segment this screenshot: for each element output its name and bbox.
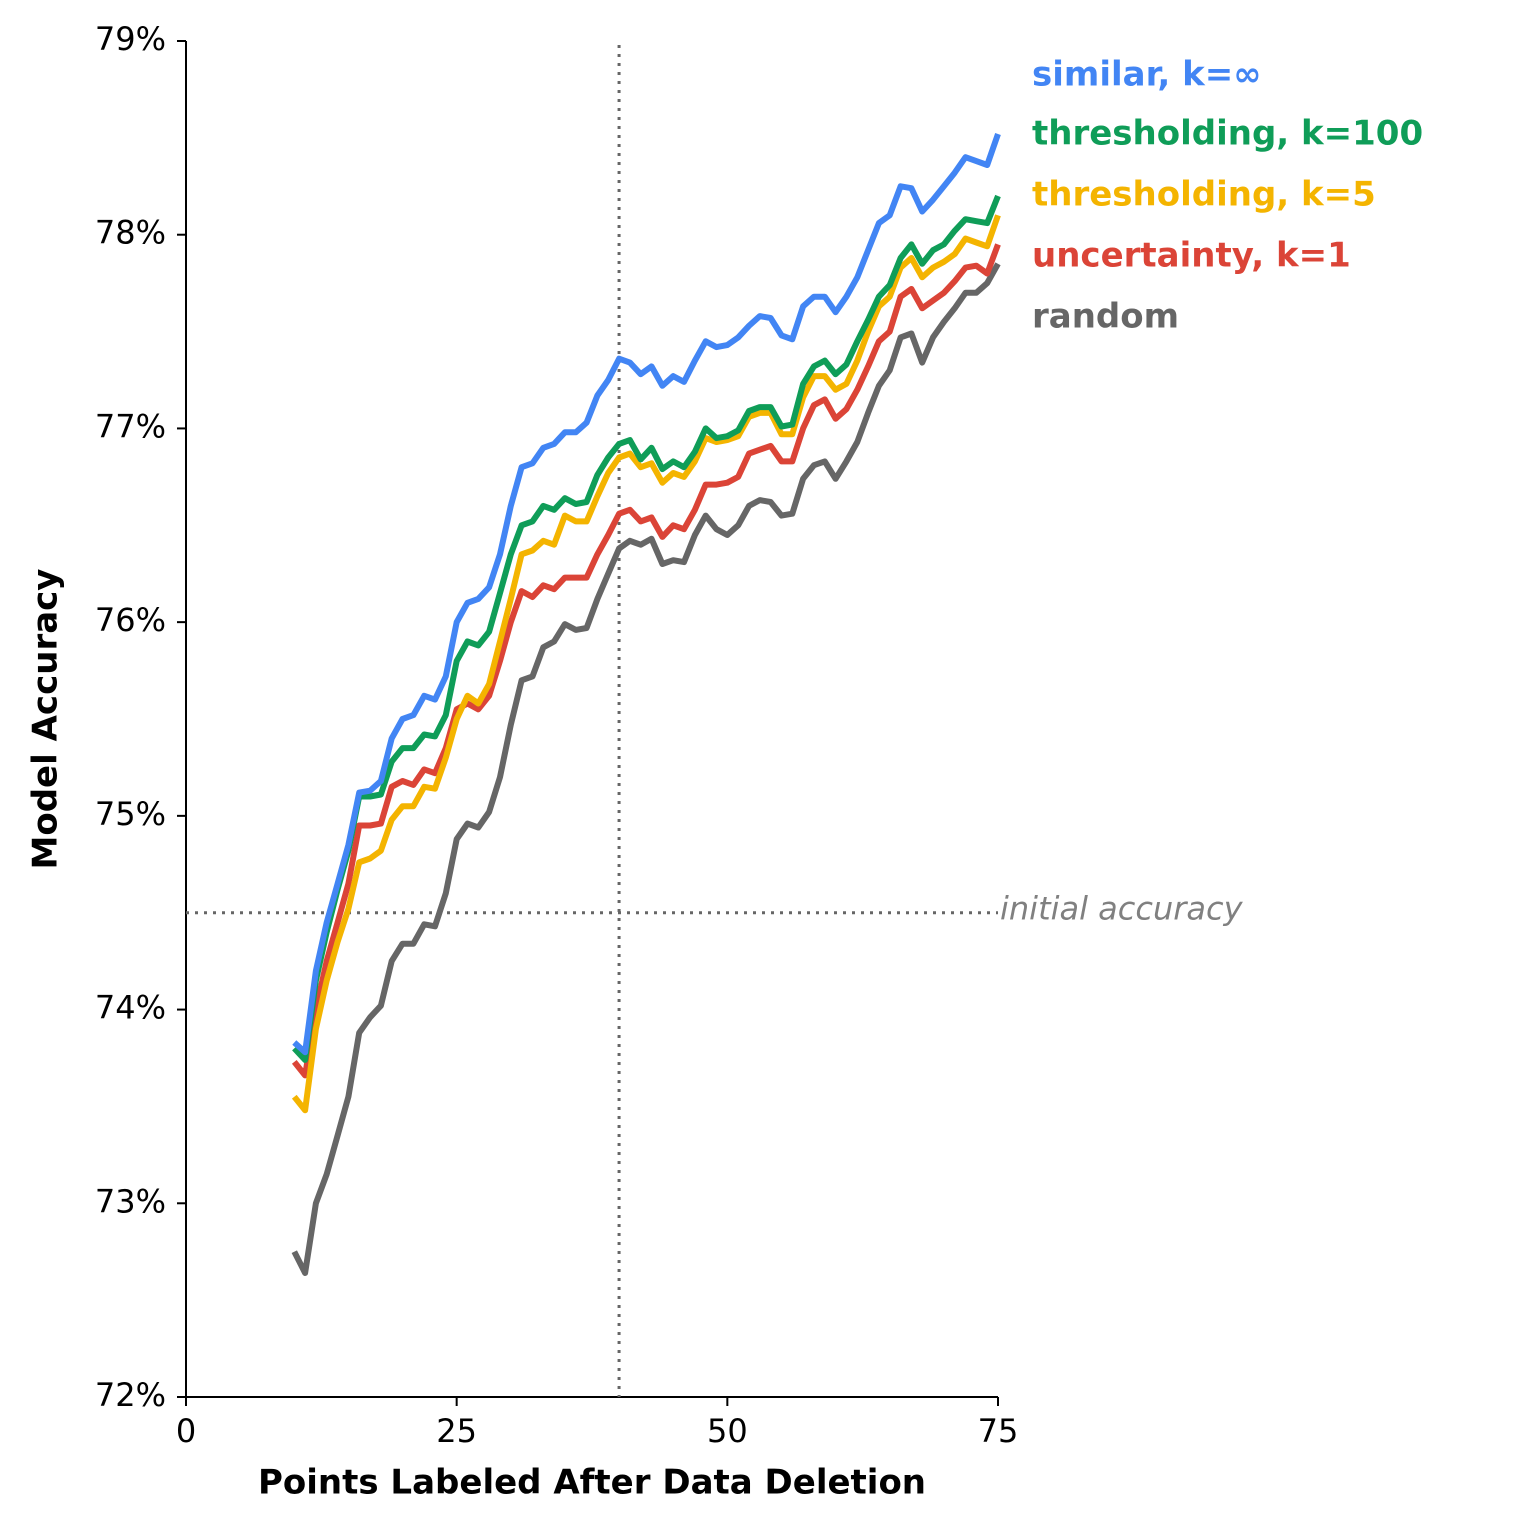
y-tick-label: 77% [95, 407, 166, 445]
y-tick-label: 75% [95, 795, 166, 833]
y-axis-label: Model Accuracy [26, 569, 66, 870]
series-line [291, 262, 1001, 1276]
series-line [292, 133, 1001, 1056]
y-tick-label: 76% [95, 601, 166, 639]
legend-label: thresholding, k=100 [1032, 114, 1423, 154]
annotation: initial accuracy [1000, 890, 1244, 928]
x-tick-label: 50 [707, 1412, 748, 1450]
y-tick-label: 73% [95, 1182, 166, 1220]
y-tick-label: 72% [95, 1376, 166, 1414]
x-axis-label: Points Labeled After Data Deletion [258, 1463, 926, 1503]
legend-label: thresholding, k=5 [1032, 175, 1376, 215]
legend-label: similar, k=∞ [1032, 55, 1262, 95]
x-tick-label: 25 [436, 1412, 477, 1450]
series-line [291, 214, 1001, 1114]
y-tick-label: 79% [95, 20, 166, 58]
y-tick-label: 74% [95, 989, 166, 1027]
series-line [291, 243, 1001, 1079]
x-tick-label: 75 [978, 1412, 1019, 1450]
series-line [292, 194, 1001, 1063]
y-tick-label: 78% [95, 214, 166, 252]
legend-label: random [1032, 297, 1179, 337]
x-tick-label: 0 [176, 1412, 196, 1450]
legend-label: uncertainty, k=1 [1032, 236, 1351, 276]
